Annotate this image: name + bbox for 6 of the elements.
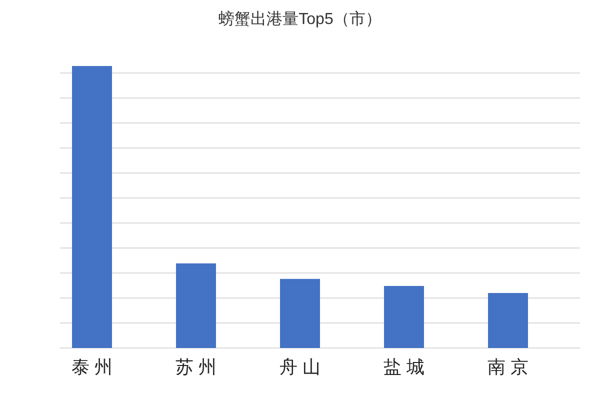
x-tick-label: 舟 山	[279, 357, 321, 377]
x-tick-label: 泰 州	[71, 357, 113, 377]
x-tick-label: 盐 城	[383, 357, 425, 377]
x-tick-label: 苏 州	[175, 357, 217, 377]
x-tick-label: 南 京	[487, 357, 529, 377]
title: 螃蟹出港量Top5（市）	[218, 11, 382, 28]
